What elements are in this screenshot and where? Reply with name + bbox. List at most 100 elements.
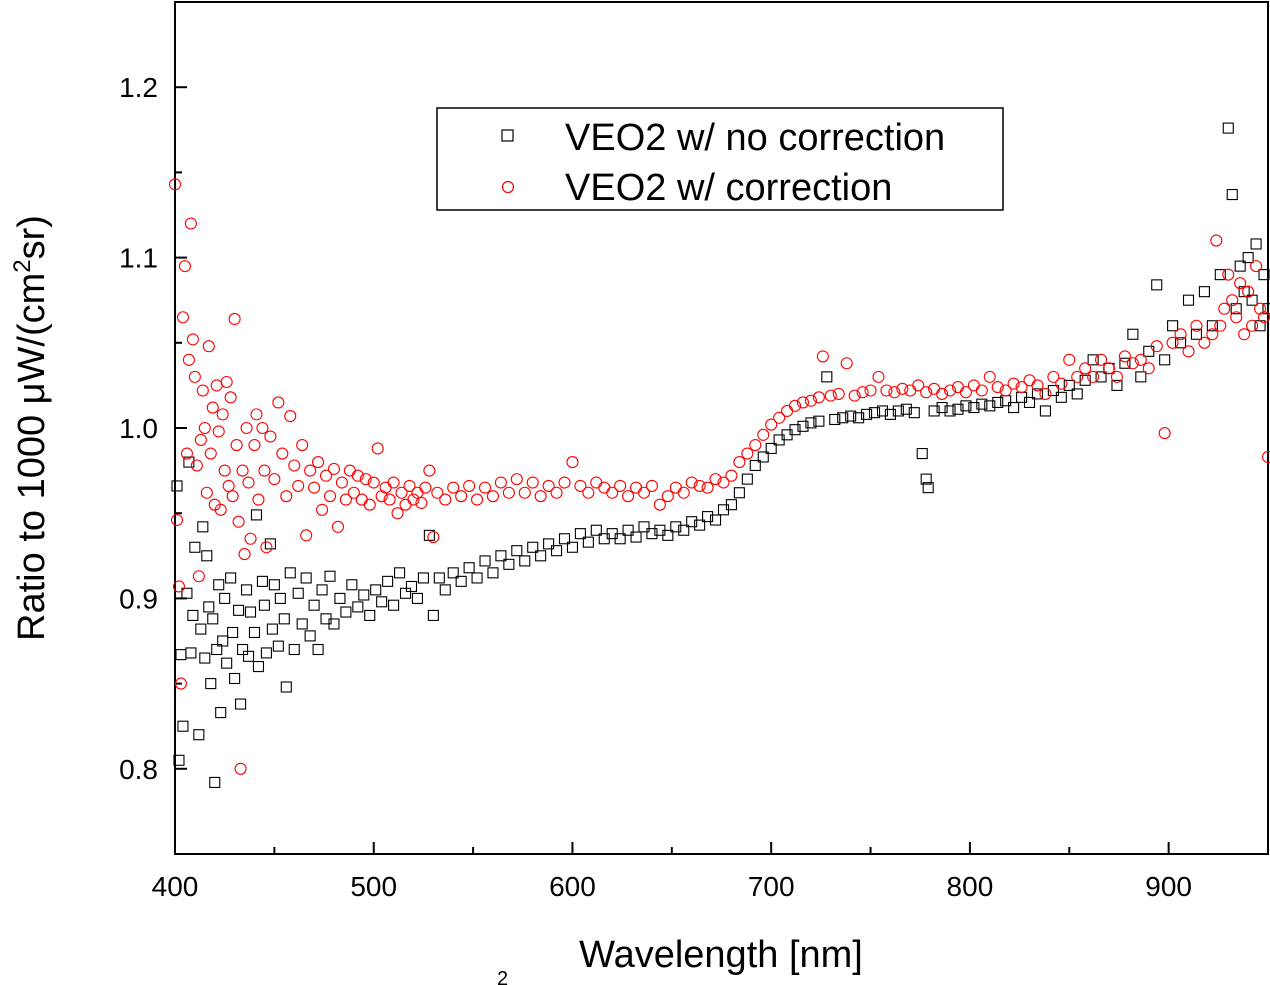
data-point-circle — [439, 493, 452, 506]
series-no-correction — [171, 122, 1270, 788]
data-point-circle — [359, 473, 372, 486]
data-point-square — [582, 536, 594, 548]
data-point-circle — [653, 498, 666, 511]
data-point-circle — [1182, 345, 1195, 358]
data-point-square — [1234, 260, 1246, 272]
data-point-circle — [367, 476, 380, 489]
data-point-circle — [238, 548, 251, 561]
data-point-square — [630, 531, 642, 543]
x-tick-label: 800 — [947, 871, 994, 902]
data-point-circle — [260, 541, 273, 554]
data-point-square — [845, 410, 857, 422]
data-point-circle — [1063, 353, 1076, 366]
data-point-square — [511, 545, 523, 557]
y-tick-label: 0.9 — [119, 583, 158, 614]
data-point-circle — [1079, 362, 1092, 375]
data-point-square — [364, 609, 376, 621]
data-point-circle — [1246, 319, 1259, 332]
data-point-square — [908, 407, 920, 419]
data-point-square — [171, 480, 183, 492]
data-point-square — [1250, 238, 1262, 250]
data-point-circle — [182, 353, 195, 366]
data-point-square — [543, 538, 555, 550]
data-point-circle — [991, 381, 1004, 394]
data-point-circle — [395, 486, 408, 499]
data-point-circle — [178, 260, 191, 273]
data-point-circle — [296, 438, 309, 452]
data-point-circle — [327, 462, 341, 475]
data-point-square — [1063, 379, 1075, 391]
data-point-square — [382, 575, 394, 587]
data-point-square — [527, 541, 539, 553]
data-point-circle — [558, 476, 571, 489]
data-point-square — [622, 524, 634, 536]
data-point-square — [1047, 384, 1059, 397]
data-point-square — [272, 640, 284, 652]
data-point-circle — [180, 447, 193, 460]
data-point-circle — [812, 391, 825, 404]
data-point-square — [976, 398, 988, 410]
data-point-circle — [194, 433, 207, 446]
data-point-square — [646, 528, 658, 540]
data-point-square — [813, 415, 825, 427]
data-point-circle — [316, 503, 329, 516]
data-point-square — [566, 541, 579, 553]
data-point-circle — [629, 481, 643, 494]
data-point-circle — [242, 476, 255, 489]
data-point-circle — [216, 408, 229, 421]
data-point-circle — [268, 473, 281, 486]
data-point-square — [199, 652, 211, 664]
data-point-circle — [335, 476, 348, 489]
data-point-square — [702, 511, 714, 523]
data-point-circle — [510, 473, 523, 486]
x-tick-label: 400 — [152, 871, 199, 902]
data-point-circle — [228, 312, 241, 325]
data-point-square — [376, 596, 388, 608]
data-point-square — [678, 524, 690, 536]
data-point-square — [765, 442, 777, 454]
data-point-circle — [419, 481, 432, 494]
data-point-square — [741, 473, 753, 485]
data-point-circle — [816, 350, 829, 363]
data-point-square — [984, 400, 996, 412]
data-point-circle — [1142, 362, 1155, 375]
data-point-square — [1008, 402, 1020, 414]
data-point-square — [1135, 371, 1147, 383]
data-point-circle — [234, 762, 247, 775]
x-tick-label: 900 — [1145, 871, 1192, 902]
data-point-square — [288, 643, 300, 656]
data-point-square — [394, 567, 406, 579]
data-point-circle — [331, 520, 345, 533]
data-point-circle — [550, 486, 563, 499]
data-point-circle — [1047, 370, 1060, 383]
data-point-circle — [709, 473, 722, 486]
data-point-circle — [174, 677, 188, 690]
data-point-square — [252, 661, 265, 673]
data-point-circle — [733, 456, 746, 469]
data-point-circle — [741, 447, 754, 460]
data-point-square — [960, 400, 972, 412]
data-point-circle — [796, 396, 810, 409]
data-point-square — [1087, 354, 1099, 366]
data-point-circle — [264, 430, 277, 443]
data-point-square — [308, 599, 320, 611]
data-point-square — [900, 403, 912, 415]
data-point-circle — [1126, 357, 1139, 370]
data-point-circle — [391, 507, 404, 520]
data-point-circle — [693, 479, 706, 492]
data-point-circle — [717, 476, 730, 489]
data-point-circle — [1015, 381, 1028, 394]
data-point-square — [205, 678, 217, 690]
data-point-circle — [1210, 234, 1223, 247]
y-axis-title-end: sr) — [11, 215, 53, 259]
data-point-square — [417, 572, 429, 584]
data-point-circle — [292, 479, 305, 492]
data-point-circle — [920, 386, 933, 399]
y-tick-label: 0.8 — [119, 754, 158, 785]
data-point-circle — [232, 515, 245, 528]
data-point-square — [1079, 374, 1091, 386]
data-point-square — [258, 599, 270, 611]
data-point-square — [284, 567, 296, 579]
data-point-circle — [218, 464, 231, 477]
data-point-circle — [252, 493, 265, 506]
